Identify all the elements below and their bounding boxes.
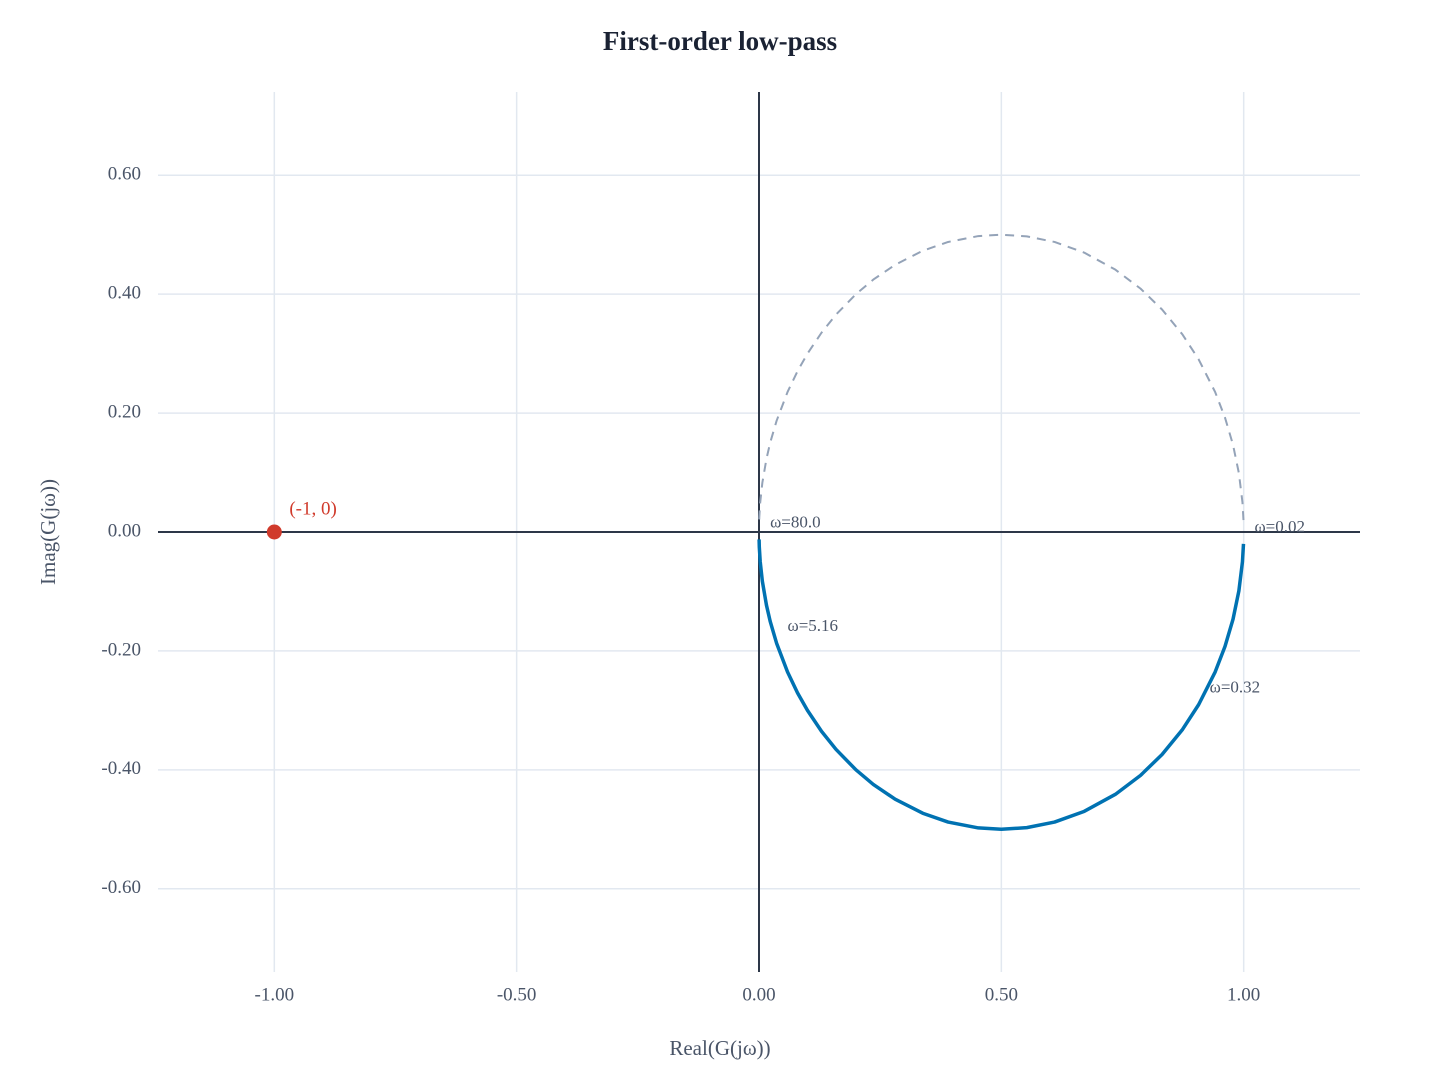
- frequency-annotation: ω=0.32: [1210, 678, 1261, 697]
- x-tick-label: 1.00: [1227, 984, 1260, 1005]
- x-tick-label: 0.00: [742, 984, 775, 1005]
- y-tick-label: 0.40: [108, 283, 141, 304]
- y-tick-label: -0.60: [101, 877, 141, 898]
- critical-point-label: (-1, 0): [289, 498, 336, 519]
- x-tick-label: 0.50: [985, 984, 1018, 1005]
- critical-point: [266, 524, 282, 540]
- frequency-annotation: ω=5.16: [788, 616, 839, 635]
- y-tick-label: 0.00: [108, 520, 141, 541]
- nyquist-curve: [757, 539, 1246, 832]
- chart-title: First-order low-pass: [603, 26, 837, 56]
- y-tick-label: -0.40: [101, 758, 141, 779]
- x-axis-title: Real(G(jω)): [669, 1036, 770, 1060]
- x-tick-label: -0.50: [497, 984, 537, 1005]
- mirror-curve: [758, 233, 1245, 525]
- frequency-annotation: ω=0.02: [1254, 517, 1305, 536]
- y-axis-title: Imag(G(jω)): [36, 479, 60, 585]
- y-tick-label: 0.60: [108, 164, 141, 185]
- y-tick-label: 0.20: [108, 401, 141, 422]
- y-tick-label: -0.20: [101, 639, 141, 660]
- frequency-annotation: ω=80.0: [770, 512, 821, 531]
- x-tick-label: -1.00: [255, 984, 295, 1005]
